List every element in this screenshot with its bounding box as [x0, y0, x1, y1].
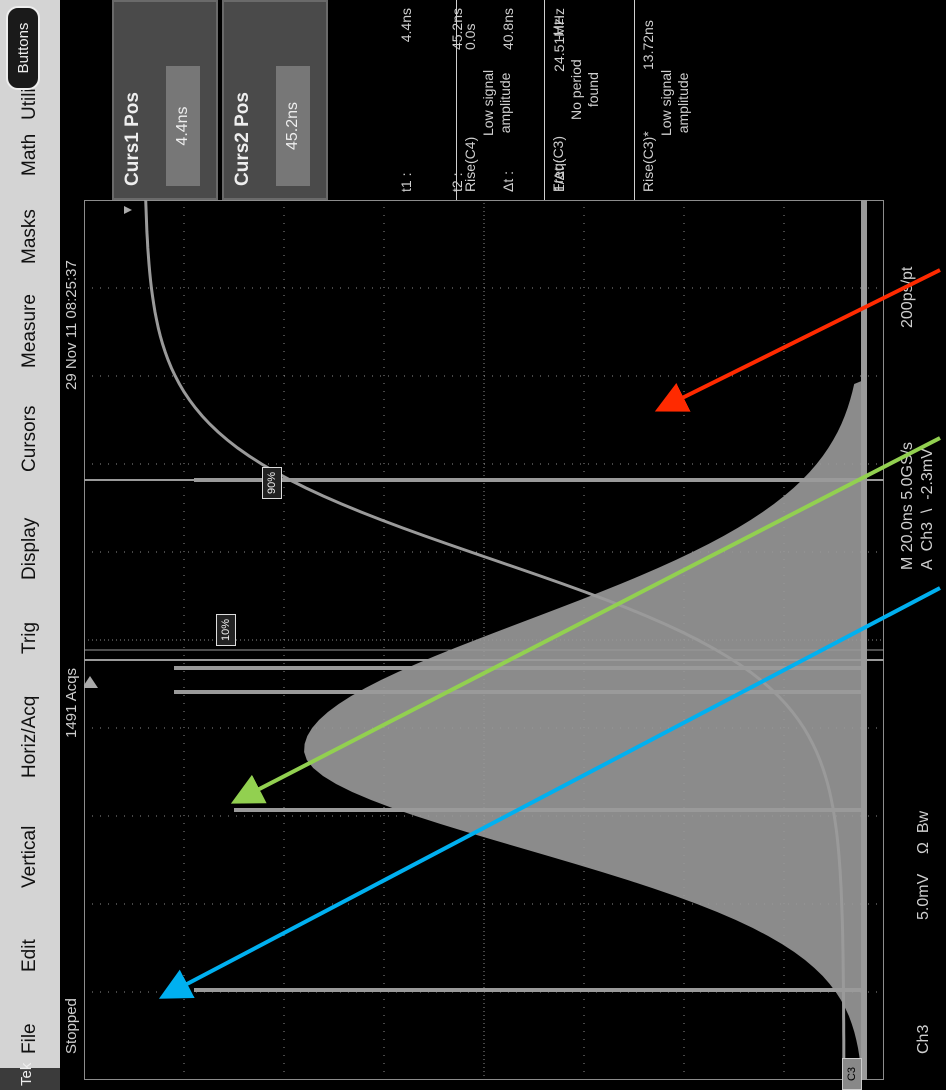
menu-measure[interactable]: Measure: [19, 294, 40, 368]
menu-cursors[interactable]: Cursors: [19, 405, 40, 472]
acquisition-count: 1491 Acqs: [63, 667, 80, 738]
menu-file[interactable]: File: [19, 1023, 40, 1054]
menu-horiz-acq[interactable]: Horiz/Acq: [19, 695, 40, 778]
marker-10-icon: 10%: [216, 614, 236, 646]
marker-90-icon: 90%: [262, 467, 282, 499]
tek-button[interactable]: Tek: [0, 1063, 60, 1090]
resolution-readout: 200ps/pt: [899, 266, 916, 328]
menu-vertical[interactable]: Vertical: [19, 825, 40, 888]
marker-10-label: 10%: [220, 618, 232, 642]
meas-2-value: -Hz: [550, 18, 566, 40]
curs1-value[interactable]: 4.4ns: [166, 66, 200, 186]
menu-display[interactable]: Display: [19, 517, 40, 580]
meas-2-name: Freq(C3): [550, 135, 566, 192]
meas-2-note: No period found: [568, 59, 601, 120]
curs2-title: Curs2 Pos: [232, 92, 253, 186]
menu-edit[interactable]: Edit: [19, 939, 40, 972]
marker-90-label: 90%: [266, 471, 278, 495]
channel-scale: 5.0mV: [915, 873, 932, 920]
curs1-panel[interactable]: Curs1 Pos 4.4ns: [112, 0, 218, 200]
meas-1-value: 0.0s: [462, 23, 478, 50]
timebase-readout: M 20.0ns 5.0GS/s: [899, 441, 916, 570]
buttons-toggle[interactable]: Buttons: [6, 6, 40, 90]
timestamp: 29 Nov 11 08:25:37: [63, 260, 80, 390]
channel-ground-marker-icon: C3: [842, 1058, 862, 1090]
readout-dt-label: Δt :: [500, 170, 516, 192]
readout-t1-value: 4.4ns: [398, 8, 414, 43]
run-state: Stopped: [63, 998, 80, 1054]
waveform-display: [84, 200, 884, 1080]
waveform-trace: [144, 200, 867, 1080]
channel-marker-label: C3: [846, 1066, 858, 1082]
trigger-readout: A Ch3 \ -2.3mV: [919, 448, 936, 570]
channel-coupling: Ω Bw: [915, 810, 932, 854]
divider: [456, 0, 457, 200]
curs1-title: Curs1 Pos: [122, 92, 143, 186]
divider: [634, 0, 635, 200]
meas-3-value: 13.72ns: [640, 20, 656, 70]
menu-bar: Tek File Edit Vertical Horiz/Acq Trig Di…: [0, 0, 60, 1090]
curs2-value[interactable]: 45.2ns: [276, 66, 310, 186]
meas-3-note: Low signal amplitude: [658, 69, 691, 136]
menu-masks[interactable]: Masks: [19, 209, 40, 264]
curs2-panel[interactable]: Curs2 Pos 45.2ns: [222, 0, 328, 200]
meas-3-name: Rise(C3)*: [640, 131, 656, 192]
meas-1-note: Low signal amplitude: [480, 69, 513, 136]
readout-t1-label: t1 :: [398, 172, 414, 192]
divider: [544, 0, 545, 200]
channel-name: Ch3: [915, 1024, 932, 1054]
trigger-level-icon: [124, 206, 132, 214]
meas-1-name: Rise(C4): [462, 136, 478, 192]
trigger-position-icon: [84, 676, 98, 688]
menu-trig[interactable]: Trig: [19, 621, 40, 654]
menu-math[interactable]: Math: [19, 133, 40, 176]
